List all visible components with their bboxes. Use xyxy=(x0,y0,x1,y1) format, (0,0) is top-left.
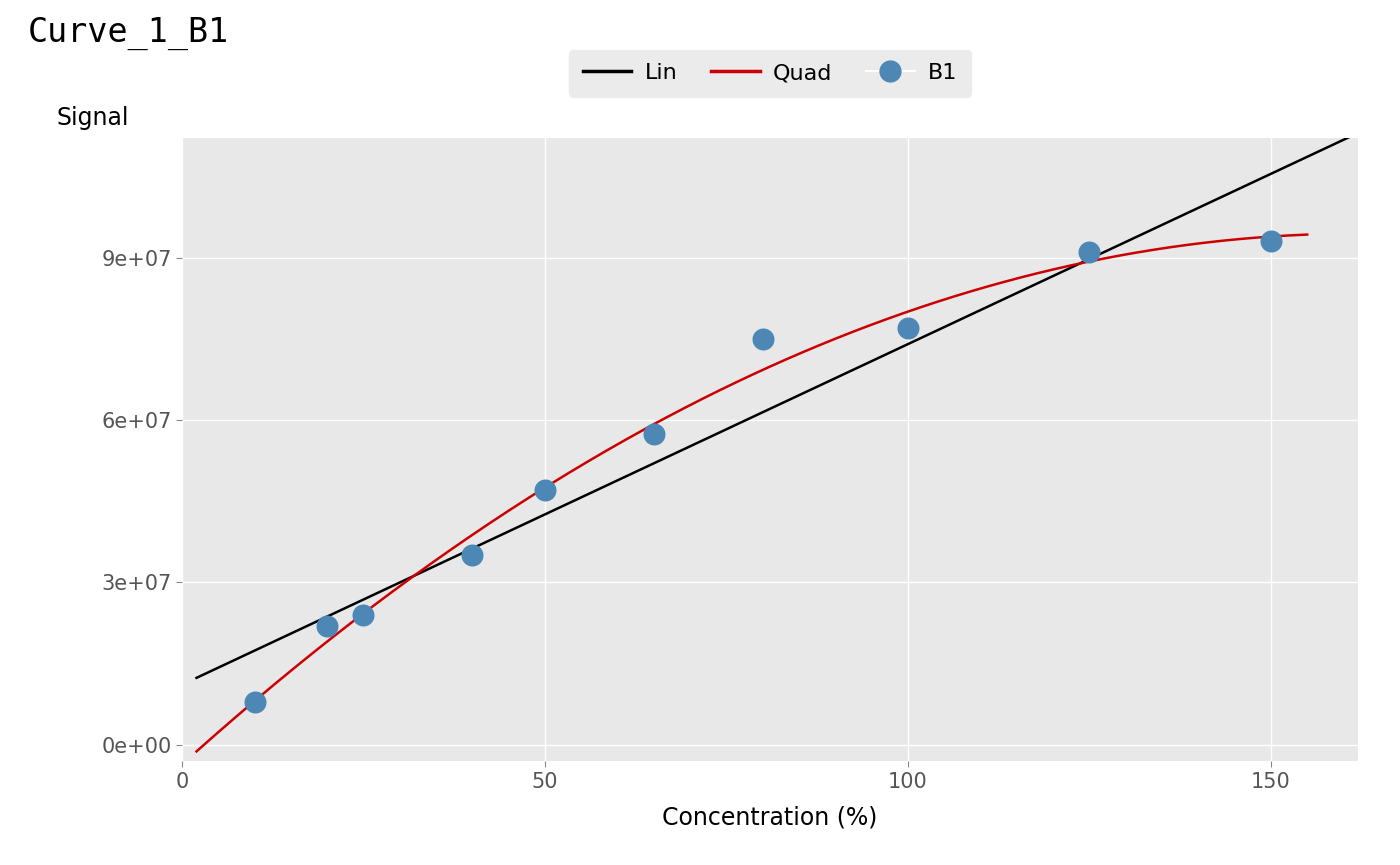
Point xyxy=(643,426,665,440)
Point xyxy=(353,608,375,622)
Point xyxy=(897,321,920,335)
X-axis label: Concentration (%): Concentration (%) xyxy=(662,805,878,830)
Point xyxy=(316,618,339,632)
Point xyxy=(1078,245,1100,259)
Legend: Lin, Quad, B1: Lin, Quad, B1 xyxy=(570,50,970,97)
Point xyxy=(752,332,774,346)
Point xyxy=(1260,234,1282,248)
Point xyxy=(461,548,483,562)
Text: Signal: Signal xyxy=(56,106,129,130)
Text: Curve_1_B1: Curve_1_B1 xyxy=(28,17,230,50)
Point xyxy=(244,695,266,708)
Point xyxy=(533,484,556,497)
